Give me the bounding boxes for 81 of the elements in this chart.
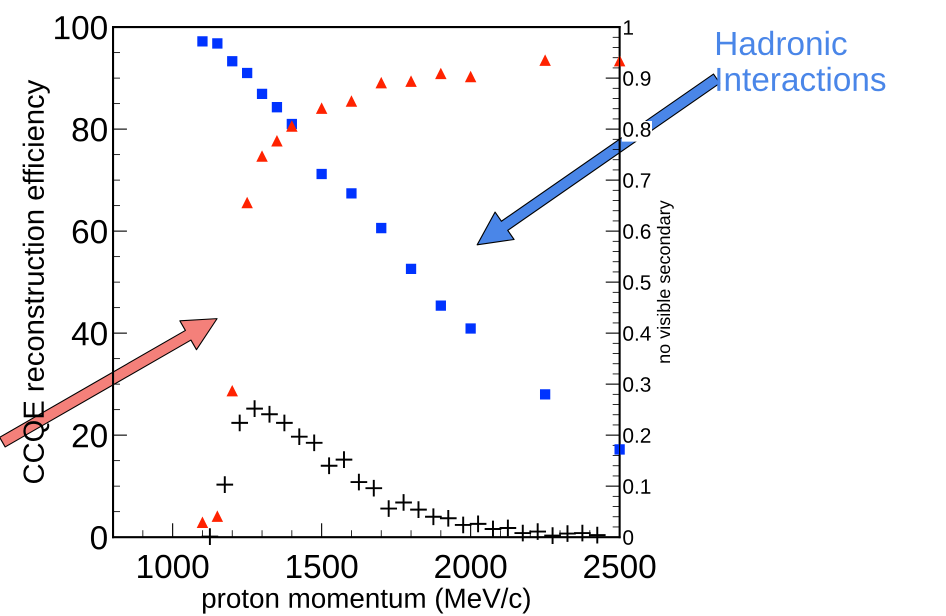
point [260,404,279,424]
x-axis-title: proton momentum (MeV/c) [202,588,530,614]
y2-axis-title: no visible secondary [656,200,674,363]
point [379,499,398,518]
point [212,38,222,49]
point [376,222,386,234]
point [543,526,562,545]
y2-tick-label: 0.8 [623,122,650,137]
point [436,300,446,311]
y-tick-label: 20 [72,424,107,448]
point [454,516,472,534]
y2-tick-label: 0.1 [623,479,650,494]
point [256,152,268,162]
point [200,527,220,546]
point [230,414,249,432]
y2-tick-label: 0.6 [623,224,650,239]
point [364,478,384,498]
x-tick-label: 2000 [435,554,506,578]
point [465,72,476,82]
x-tick-label: 1500 [287,554,358,578]
point [346,188,357,199]
point [406,264,416,274]
x-tick-label: 1000 [138,554,208,578]
y2-tick-label: 0.3 [623,377,650,392]
y2-tick-label: 0.2 [623,428,650,443]
point [394,493,413,512]
y2-tick-label: 0.9 [623,71,650,86]
y-axis-title: CCQE reconstruction efficiency [22,80,50,484]
point [614,56,625,66]
point [438,508,458,528]
point [334,450,354,469]
point [272,102,282,112]
point [286,121,297,132]
point [465,323,476,334]
point [513,524,532,542]
point [540,56,550,66]
point [573,524,592,542]
point [376,78,386,88]
point [227,386,238,396]
point [275,414,294,432]
point [215,475,234,494]
point [212,512,222,522]
point [540,389,550,400]
y2-tick-label: 0.4 [623,326,651,341]
y2-tick-label: 0 [623,530,634,545]
point [272,136,282,146]
point [484,520,502,538]
point [614,444,625,455]
point [498,518,518,538]
point [245,399,264,418]
point [197,36,208,47]
point [316,168,327,180]
point [350,472,368,492]
text: Hadronic Interactions [716,30,886,92]
point [227,56,238,66]
point [558,524,577,543]
point [436,68,446,80]
point [256,88,268,100]
point [588,526,607,544]
y2-tick-label: 0.7 [623,173,650,188]
y-tick-label: 60 [72,220,107,244]
point [304,433,324,452]
point [528,522,547,541]
y2-tick-label: 0.5 [623,275,650,290]
point [197,518,208,528]
y-tick-label: 40 [72,322,107,346]
point [468,514,488,534]
y-tick-label: 0 [90,526,107,550]
point [316,104,327,114]
point [346,96,357,107]
y-tick-label: 80 [72,118,107,142]
point [242,198,252,208]
point [409,500,428,519]
point [406,76,416,87]
point [290,427,309,446]
point [242,68,252,78]
point [424,507,443,526]
y2-tick-label: 1 [624,20,633,35]
point [320,456,338,476]
y-tick-label: 100 [55,16,107,40]
x-tick-label: 2500 [584,554,656,578]
